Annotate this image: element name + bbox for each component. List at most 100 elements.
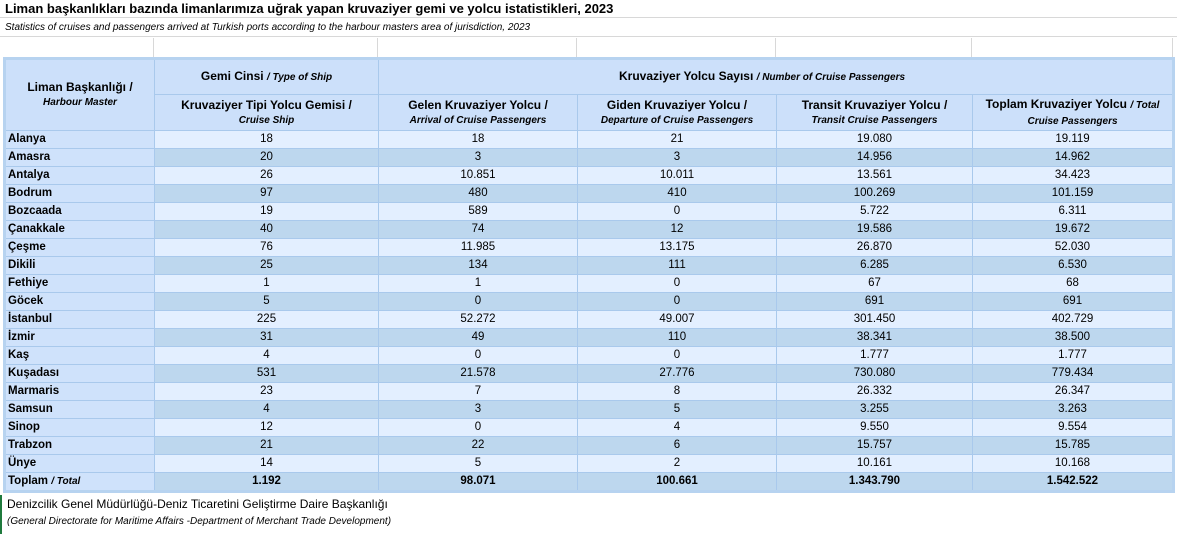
value-cell: 6.530 [972,256,1174,275]
value-cell: 49.007 [577,310,777,329]
table-row: Ünye 14 5 2 10.161 10.168 [4,454,1174,473]
value-cell: 52.272 [378,310,578,329]
table-row: Göcek 5 0 0 691 691 [4,292,1174,311]
value-cell: 67 [776,274,973,293]
value-cell: 20 [154,148,379,167]
value-cell: 23 [154,382,379,401]
table-row: İzmir 31 49 110 38.341 38.500 [4,328,1174,347]
value-cell: 480 [378,184,578,203]
value-cell: 5 [378,454,578,473]
port-name: Ünye [4,454,155,473]
port-name: Dikili [4,256,155,275]
port-name: Marmaris [4,382,155,401]
value-cell: 730.080 [776,364,973,383]
header-ship-type: Gemi Cinsi / Type of Ship [154,58,379,95]
port-name: İzmir [4,328,155,347]
value-cell: 21.578 [378,364,578,383]
sheet-title: Liman başkanlıkları bazında limanlarımız… [0,0,1177,18]
value-cell: 2 [577,454,777,473]
value-cell: 13.175 [577,238,777,257]
port-name: Samsun [4,400,155,419]
value-cell: 402.729 [972,310,1174,329]
value-cell: 225 [154,310,379,329]
port-name: Sinop [4,418,155,437]
header-column: Gelen Kruvaziyer Yolcu / Arrival of Cruis… [378,94,578,131]
value-cell: 26.870 [776,238,973,257]
value-cell: 1.777 [972,346,1174,365]
total-cell: 1.343.790 [776,472,973,492]
value-cell: 5 [154,292,379,311]
total-cell: 98.071 [378,472,578,492]
value-cell: 1 [378,274,578,293]
table-row: Çanakkale 40 74 12 19.586 19.672 [4,220,1174,239]
value-cell: 19.586 [776,220,973,239]
port-name: İstanbul [4,310,155,329]
value-cell: 1.777 [776,346,973,365]
table-row: Çeşme 76 11.985 13.175 26.870 52.030 [4,238,1174,257]
header-port: Liman Başkanlığı / Harbour Master [4,58,155,131]
value-cell: 38.341 [776,328,973,347]
value-cell: 7 [378,382,578,401]
value-cell: 531 [154,364,379,383]
value-cell: 21 [577,130,777,149]
value-cell: 3.255 [776,400,973,419]
value-cell: 1 [154,274,379,293]
port-name: Çeşme [4,238,155,257]
table-row: Marmaris 23 7 8 26.332 26.347 [4,382,1174,401]
value-cell: 13.561 [776,166,973,185]
value-cell: 22 [378,436,578,455]
value-cell: 5 [577,400,777,419]
value-cell: 97 [154,184,379,203]
value-cell: 15.785 [972,436,1174,455]
header-column: Giden Kruvaziyer Yolcu / Departure of Cru… [577,94,777,131]
table-row: Kaş 4 0 0 1.777 1.777 [4,346,1174,365]
value-cell: 4 [154,400,379,419]
value-cell: 0 [577,274,777,293]
source-text: Denizcilik Genel Müdürlüğü-Deniz Ticaret… [0,495,388,534]
table-row: Amasra 20 3 3 14.956 14.962 [4,148,1174,167]
value-cell: 10.161 [776,454,973,473]
total-row: Toplam / Total 1.192 98.071 100.661 1.343.79… [4,472,1174,492]
port-name: Çanakkale [4,220,155,239]
value-cell: 40 [154,220,379,239]
value-cell: 18 [378,130,578,149]
value-cell: 779.434 [972,364,1174,383]
table-row: Bodrum 97 480 410 100.269 101.159 [4,184,1174,203]
port-name: Alanya [4,130,155,149]
value-cell: 3 [378,148,578,167]
value-cell: 25 [154,256,379,275]
table-row: Trabzon 21 22 6 15.757 15.785 [4,436,1174,455]
value-cell: 74 [378,220,578,239]
table-row: Antalya 26 10.851 10.011 13.561 34.423 [4,166,1174,185]
table-row: İstanbul 225 52.272 49.007 301.450 402.729 [4,310,1174,329]
value-cell: 14.962 [972,148,1174,167]
value-cell: 26.347 [972,382,1174,401]
total-cell: 100.661 [577,472,777,492]
value-cell: 68 [972,274,1174,293]
value-cell: 11.985 [378,238,578,257]
value-cell: 49 [378,328,578,347]
value-cell: 3 [378,400,578,419]
table-row: Kuşadası 531 21.578 27.776 730.080 779.434 [4,364,1174,383]
port-name: Göcek [4,292,155,311]
value-cell: 19.672 [972,220,1174,239]
total-cell: 1.542.522 [972,472,1174,492]
value-cell: 26 [154,166,379,185]
value-cell: 10.168 [972,454,1174,473]
sheet-subtitle: Statistics of cruises and passengers arr… [0,19,1177,37]
value-cell: 110 [577,328,777,347]
port-name: Kaş [4,346,155,365]
value-cell: 4 [577,418,777,437]
port-name: Antalya [4,166,155,185]
source-text-en: (General Directorate for Maritime Affair… [7,516,392,527]
value-cell: 9.550 [776,418,973,437]
value-cell: 10.851 [378,166,578,185]
value-cell: 0 [577,202,777,221]
value-cell: 691 [776,292,973,311]
value-cell: 6 [577,436,777,455]
value-cell: 111 [577,256,777,275]
total-label: Toplam / Total [4,472,155,492]
value-cell: 76 [154,238,379,257]
header-passengers: Kruvaziyer Yolcu Sayısı / Number of Crui… [378,58,1174,95]
value-cell: 15.757 [776,436,973,455]
